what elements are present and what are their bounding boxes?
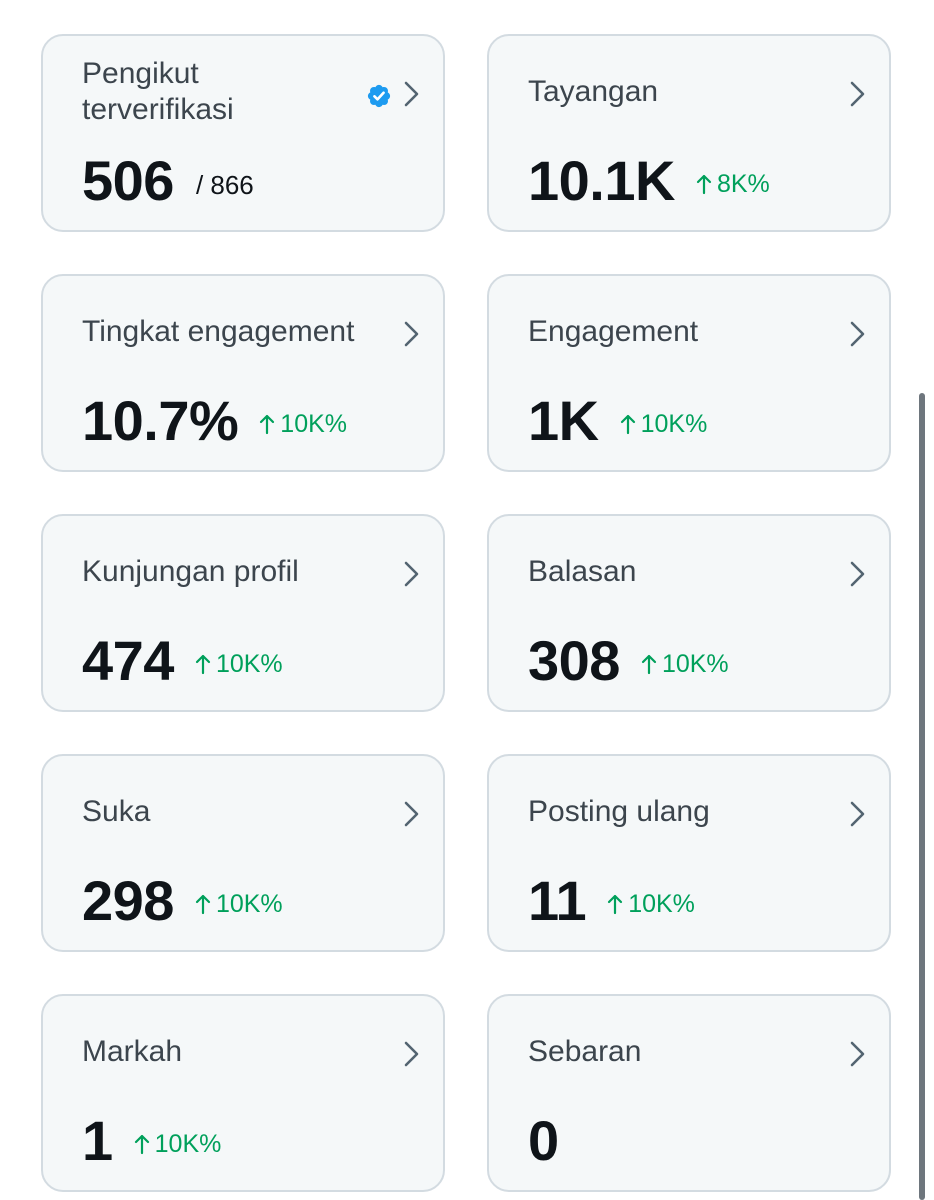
metric-value: 308 bbox=[528, 628, 620, 692]
change-indicator: 10K% bbox=[194, 890, 283, 919]
change-indicator: 10K% bbox=[258, 410, 347, 439]
card-engagement[interactable]: Engagement 1K 10K% bbox=[487, 274, 891, 472]
card-replies[interactable]: Balasan 308 10K% bbox=[487, 514, 891, 712]
value-row: 10.7% 10K% bbox=[82, 382, 347, 458]
card-profile-visits[interactable]: Kunjungan profil 474 10K% bbox=[41, 514, 445, 712]
chevron-right-icon bbox=[850, 801, 865, 827]
arrow-up-icon bbox=[641, 654, 657, 675]
chevron-right-icon bbox=[850, 81, 865, 107]
change-indicator: 10K% bbox=[606, 890, 695, 919]
value-row: 506 / 866 bbox=[82, 142, 254, 218]
verified-badge-icon bbox=[367, 84, 391, 108]
arrow-up-icon bbox=[134, 1134, 149, 1155]
card-title: Tayangan bbox=[528, 75, 659, 108]
value-row: 298 10K% bbox=[82, 862, 283, 938]
change-value: 10K% bbox=[628, 889, 695, 918]
metric-value: 474 bbox=[82, 628, 174, 692]
value-row: 474 10K% bbox=[82, 622, 283, 698]
card-shares[interactable]: Sebaran 0 bbox=[487, 994, 891, 1192]
card-title: Sebaran bbox=[528, 1035, 642, 1068]
change-value: 10K% bbox=[661, 649, 729, 678]
value-row: 1 10K% bbox=[82, 1102, 221, 1178]
chevron-right-icon bbox=[404, 81, 419, 107]
change-value: 8K% bbox=[716, 169, 770, 198]
metric-value: 11 bbox=[528, 868, 587, 932]
card-title: Tingkat engagement bbox=[82, 315, 355, 348]
card-bookmarks[interactable]: Markah 1 10K% bbox=[41, 994, 445, 1192]
chevron-right-icon bbox=[404, 801, 419, 827]
scrollbar[interactable] bbox=[919, 393, 925, 1200]
arrow-up-icon bbox=[260, 414, 275, 435]
card-title: Engagement bbox=[528, 315, 699, 348]
change-indicator: 10K% bbox=[619, 409, 708, 439]
chevron-right-icon bbox=[404, 1041, 419, 1067]
value-row: 11 10K% bbox=[528, 862, 695, 938]
card-title: Posting ulang bbox=[528, 795, 710, 828]
change-indicator: 8K% bbox=[695, 170, 770, 199]
card-verified-followers[interactable]: Pengikut terverifikasi 506 / 866 bbox=[41, 34, 445, 232]
metric-value: 0 bbox=[528, 1108, 559, 1172]
chevron-right-icon bbox=[850, 1041, 865, 1067]
value-row: 0 bbox=[528, 1102, 559, 1178]
change-indicator: 10K% bbox=[640, 650, 729, 679]
arrow-up-icon bbox=[608, 894, 623, 915]
card-title: Suka bbox=[82, 795, 151, 828]
card-impressions[interactable]: Tayangan 10.1K 8K% bbox=[487, 34, 891, 232]
card-likes[interactable]: Suka 298 10K% bbox=[41, 754, 445, 952]
metric-value: 10.1K bbox=[528, 148, 675, 212]
arrow-up-icon bbox=[195, 654, 211, 675]
change-value: 10K% bbox=[280, 409, 348, 438]
change-indicator: 10K% bbox=[133, 1129, 222, 1159]
chevron-right-icon bbox=[850, 321, 865, 347]
change-value: 10K% bbox=[154, 1129, 222, 1158]
metric-total: / 866 bbox=[195, 169, 254, 200]
change-value: 10K% bbox=[215, 649, 283, 678]
arrow-up-icon bbox=[696, 174, 712, 195]
value-row: 1K 10K% bbox=[528, 382, 707, 458]
card-title: Kunjungan profil bbox=[82, 555, 299, 588]
value-row: 10.1K 8K% bbox=[528, 142, 770, 218]
value-row: 308 10K% bbox=[528, 622, 729, 698]
card-title: Pengikut terverifikasi bbox=[82, 57, 234, 126]
chevron-right-icon bbox=[404, 321, 419, 347]
card-title: Balasan bbox=[528, 555, 637, 588]
arrow-up-icon bbox=[195, 894, 211, 915]
metric-value: 298 bbox=[82, 868, 174, 932]
card-reposts[interactable]: Posting ulang 11 10K% bbox=[487, 754, 891, 952]
chevron-right-icon bbox=[404, 561, 419, 587]
change-value: 10K% bbox=[215, 889, 283, 918]
metric-value: 1K bbox=[528, 388, 599, 452]
arrow-up-icon bbox=[620, 414, 635, 435]
metric-value: 10.7% bbox=[82, 388, 239, 452]
card-title: Markah bbox=[82, 1035, 183, 1068]
metric-value: 506 bbox=[82, 148, 174, 212]
metric-value: 1 bbox=[82, 1108, 113, 1172]
change-indicator: 10K% bbox=[194, 650, 283, 679]
card-engagement-rate[interactable]: Tingkat engagement 10.7% 10K% bbox=[41, 274, 445, 472]
chevron-right-icon bbox=[850, 561, 865, 587]
change-value: 10K% bbox=[640, 409, 708, 438]
